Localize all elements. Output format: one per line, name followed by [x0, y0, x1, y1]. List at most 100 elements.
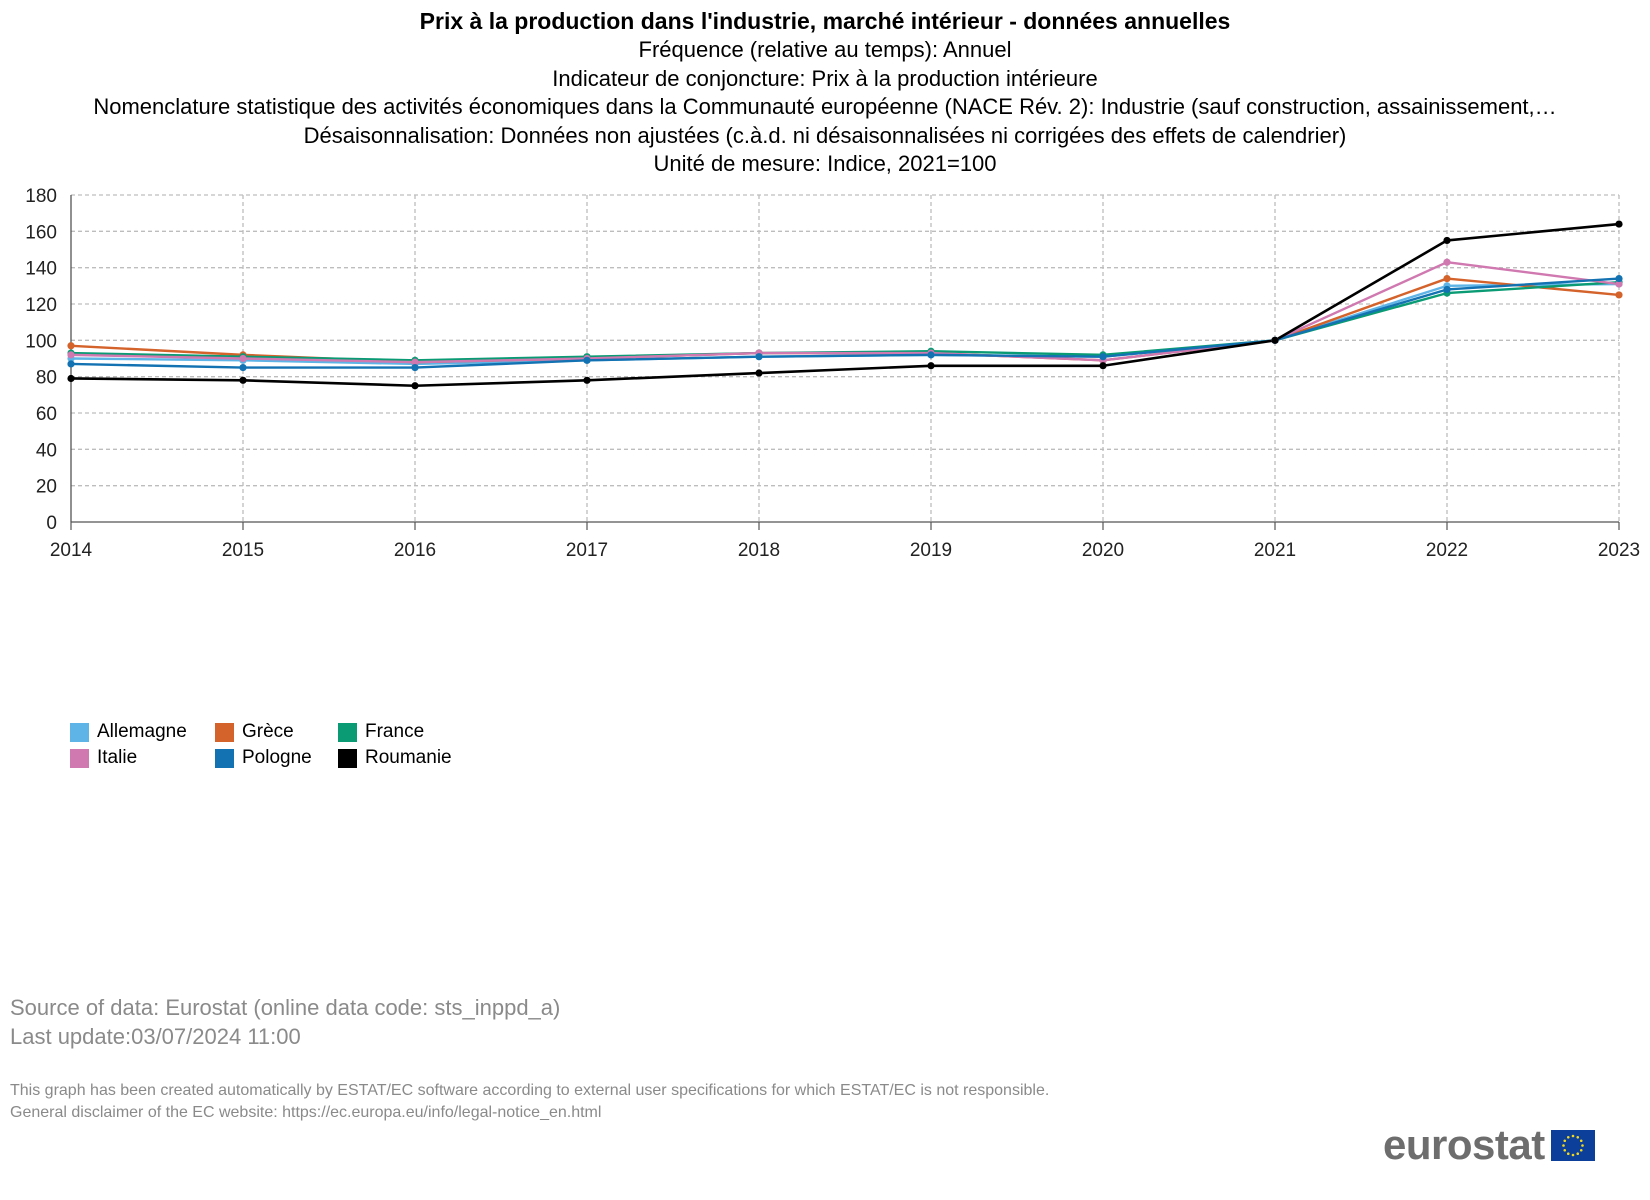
- y-tick-label: 180: [25, 186, 57, 207]
- series-line-france: [70, 281, 1620, 362]
- series-line-pologne: [70, 277, 1620, 369]
- y-tick-label: 20: [36, 477, 57, 498]
- series-line-grèce: [70, 277, 1620, 364]
- data-point-roumanie: [411, 382, 419, 390]
- disclaimer-software: This graph has been created automaticall…: [10, 1082, 1050, 1099]
- legend-swatch: [70, 748, 89, 768]
- data-point-roumanie: [927, 362, 935, 370]
- chart-subtitle-unit: Unité de mesure: Indice, 2021=100: [653, 151, 997, 176]
- legend-item-roumanie: Roumanie: [338, 746, 488, 770]
- data-point-grèce: [1443, 274, 1451, 283]
- data-point-pologne: [411, 363, 419, 372]
- legend-item-italie: Italie: [70, 746, 215, 770]
- flag-star: [1579, 1148, 1583, 1152]
- y-tick-label: 40: [36, 440, 57, 461]
- flag-star: [1576, 1135, 1579, 1139]
- data-point-pologne: [1443, 285, 1451, 294]
- x-tick-label: 2018: [738, 540, 780, 561]
- legend-label: France: [365, 721, 425, 742]
- x-tick-label: 2015: [222, 540, 264, 561]
- data-point-italie: [1615, 280, 1623, 288]
- flag-star: [1579, 1138, 1583, 1142]
- disclaimer-website: General disclaimer of the EC website: ht…: [10, 1104, 602, 1121]
- y-tick-label: 160: [25, 222, 57, 243]
- series-line-roumanie: [70, 222, 1620, 388]
- data-point-pologne: [67, 360, 75, 368]
- legend-swatch: [215, 722, 234, 742]
- last-update-text: Last update:03/07/2024 11:00: [10, 1024, 301, 1049]
- flag-star: [1576, 1151, 1579, 1155]
- data-point-pologne: [755, 353, 763, 361]
- flag-star: [1571, 1153, 1575, 1156]
- disclaimer: This graph has been created automaticall…: [10, 1080, 1049, 1124]
- y-tick-label: 140: [25, 259, 57, 280]
- data-point-roumanie: [1271, 336, 1279, 344]
- flag-star: [1563, 1148, 1566, 1152]
- legend-swatch: [215, 748, 234, 768]
- data-point-pologne: [927, 351, 935, 359]
- data-point-pologne: [583, 356, 591, 364]
- y-tick-label: 60: [36, 404, 57, 425]
- y-tick-label: 0: [46, 513, 57, 534]
- flag-star: [1580, 1143, 1584, 1147]
- chart-subtitle-nace: Nomenclature statistique des activités é…: [93, 94, 1557, 119]
- data-point-grèce: [1615, 291, 1623, 299]
- legend-label: Allemagne: [97, 721, 187, 742]
- x-tick-label: 2014: [50, 540, 93, 561]
- chart-series: [67, 220, 1623, 390]
- x-tick-label: 2022: [1426, 540, 1468, 561]
- chart-subtitle-indicator: Indicateur de conjoncture: Prix à la pro…: [552, 65, 1098, 91]
- data-point-italie: [411, 358, 419, 366]
- chart-titles: Prix à la production dans l'industrie, m…: [0, 6, 1650, 179]
- legend-label: Grèce: [242, 721, 294, 742]
- eu-flag-icon: [1550, 1129, 1595, 1161]
- data-point-roumanie: [1099, 362, 1107, 370]
- data-point-roumanie: [1615, 220, 1623, 228]
- legend-label: Italie: [97, 747, 138, 768]
- data-point-pologne: [1099, 353, 1107, 361]
- data-point-italie: [67, 351, 75, 359]
- data-point-italie: [239, 354, 247, 363]
- data-point-roumanie: [755, 369, 763, 377]
- chart-axes: 0 20 40 60 80 100 120 140 160 180 2014 2015 2016 2017…: [25, 186, 1640, 561]
- eurostat-wordmark: eurostat: [1383, 1121, 1545, 1168]
- data-point-pologne: [1615, 274, 1623, 283]
- data-point-roumanie: [67, 374, 75, 383]
- x-tick-label: 2023: [1598, 540, 1640, 561]
- chart-subtitle-frequency: Fréquence (relative au temps): Annuel: [638, 37, 1012, 62]
- legend-label: Roumanie: [365, 747, 452, 768]
- flag-star: [1561, 1143, 1565, 1147]
- series-line-italie: [70, 261, 1620, 364]
- source-note: Source of data: Eurostat (online data co…: [10, 993, 560, 1051]
- data-point-roumanie: [1443, 236, 1451, 245]
- x-tick-label: 2017: [566, 540, 608, 561]
- flag-star: [1566, 1151, 1570, 1155]
- y-tick-label: 120: [25, 295, 57, 316]
- data-point-italie: [1443, 258, 1451, 266]
- data-point-roumanie: [239, 376, 247, 384]
- x-tick-label: 2019: [910, 540, 952, 561]
- y-tick-label: 80: [36, 368, 57, 389]
- legend-swatch: [338, 748, 357, 768]
- flag-star: [1571, 1134, 1575, 1137]
- line-chart: 0 20 40 60 80 100 120 140 160 180 2014 2015 2016 2017…: [25, 186, 1640, 561]
- x-tick-label: 2016: [394, 540, 436, 561]
- chart-subtitle-adjustment: Désaisonnalisation: Données non ajustées…: [303, 122, 1347, 148]
- legend-swatch: [70, 722, 89, 742]
- x-tick-label: 2020: [1082, 540, 1124, 561]
- source-text: Source of data: Eurostat (online data co…: [10, 995, 561, 1020]
- chart-legend: Allemagne Grèce France Italie Pologne Roumani…: [70, 720, 510, 770]
- legend-label: Pologne: [242, 747, 312, 768]
- x-tick-label: 2021: [1254, 540, 1296, 561]
- data-point-pologne: [239, 363, 247, 372]
- eurostat-logo: eurostat: [1383, 1123, 1595, 1167]
- flag-star: [1566, 1135, 1570, 1139]
- data-point-grèce: [67, 342, 75, 350]
- flag-star: [1563, 1138, 1566, 1142]
- legend-item-grèce: Grèce: [215, 720, 338, 744]
- legend-item-pologne: Pologne: [215, 746, 338, 770]
- y-tick-label: 100: [25, 331, 57, 352]
- legend-item-allemagne: Allemagne: [70, 720, 215, 744]
- legend-item-france: France: [338, 720, 488, 744]
- legend-swatch: [338, 722, 357, 742]
